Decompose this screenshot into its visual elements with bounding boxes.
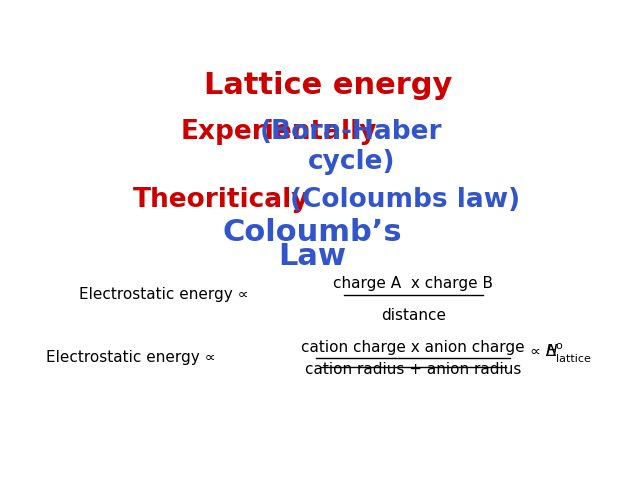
Text: Lattice energy: Lattice energy xyxy=(204,72,452,100)
Text: Electrostatic energy ∝: Electrostatic energy ∝ xyxy=(46,350,216,365)
Text: cation radius + anion radius: cation radius + anion radius xyxy=(305,362,522,377)
Text: (Born-Haber
cycle): (Born-Haber cycle) xyxy=(260,119,442,175)
Text: charge A  x charge B: charge A x charge B xyxy=(333,276,493,291)
Text: Law: Law xyxy=(278,242,346,271)
Text: Electrostatic energy ∝: Electrostatic energy ∝ xyxy=(79,287,249,302)
Text: Coloumb’s: Coloumb’s xyxy=(223,218,403,247)
Text: lattice: lattice xyxy=(556,354,591,364)
Text: o: o xyxy=(556,341,563,350)
Text: H: H xyxy=(546,344,557,359)
Text: Theoriticaly: Theoriticaly xyxy=(132,187,309,213)
Text: Experientally: Experientally xyxy=(180,119,377,145)
Text: cation charge x anion charge: cation charge x anion charge xyxy=(301,340,525,355)
Text: ∝ Δ: ∝ Δ xyxy=(529,344,556,359)
Text: (Coloumbs law): (Coloumbs law) xyxy=(291,187,520,213)
Text: distance: distance xyxy=(381,308,445,323)
